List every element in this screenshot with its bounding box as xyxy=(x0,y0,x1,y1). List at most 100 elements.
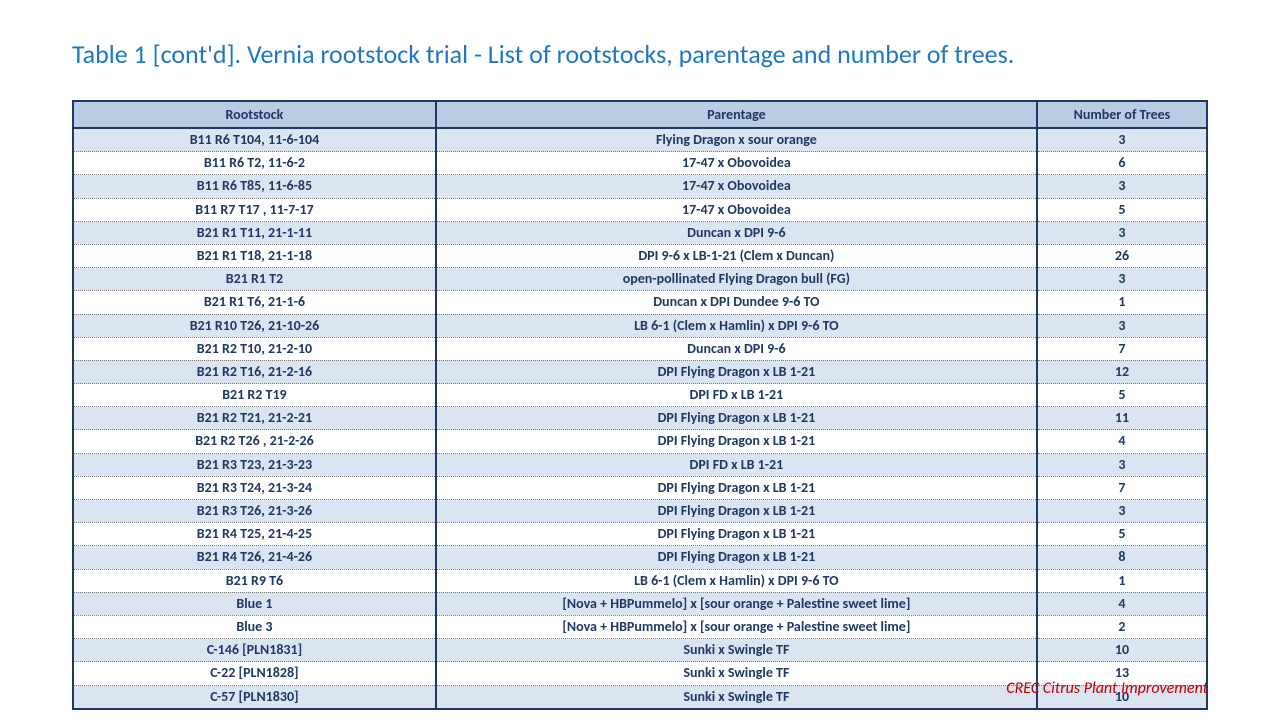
cell-trees: 1 xyxy=(1037,569,1207,592)
cell-rootstock: B21 R2 T10, 21-2-10 xyxy=(73,337,436,360)
cell-parentage: Sunki x Swingle TF xyxy=(436,685,1037,709)
table-row: B21 R2 T19DPI FD x LB 1-215 xyxy=(73,384,1207,407)
cell-parentage: 17-47 x Obovoidea xyxy=(436,175,1037,198)
cell-parentage: Duncan x DPI Dundee 9-6 TO xyxy=(436,291,1037,314)
table-row: B21 R2 T16, 21-2-16DPI Flying Dragon x L… xyxy=(73,360,1207,383)
cell-rootstock: B21 R3 T24, 21-3-24 xyxy=(73,476,436,499)
cell-trees: 3 xyxy=(1037,314,1207,337)
cell-trees: 3 xyxy=(1037,268,1207,291)
cell-trees: 1 xyxy=(1037,291,1207,314)
footer-credit: CREC Citrus Plant Improvement xyxy=(1006,679,1208,698)
cell-parentage: DPI Flying Dragon x LB 1-21 xyxy=(436,500,1037,523)
cell-rootstock: Blue 1 xyxy=(73,592,436,615)
cell-parentage: Sunki x Swingle TF xyxy=(436,639,1037,662)
cell-rootstock: B21 R4 T25, 21-4-25 xyxy=(73,523,436,546)
cell-trees: 5 xyxy=(1037,198,1207,221)
cell-parentage: DPI Flying Dragon x LB 1-21 xyxy=(436,523,1037,546)
table-row: B21 R1 T2open-pollinated Flying Dragon b… xyxy=(73,268,1207,291)
cell-trees: 4 xyxy=(1037,430,1207,453)
cell-parentage: Flying Dragon x sour orange xyxy=(436,128,1037,152)
cell-rootstock: B11 R6 T2, 11-6-2 xyxy=(73,152,436,175)
cell-trees: 10 xyxy=(1037,639,1207,662)
table-row: B21 R1 T6, 21-1-6Duncan x DPI Dundee 9-6… xyxy=(73,291,1207,314)
cell-rootstock: B21 R3 T23, 21-3-23 xyxy=(73,453,436,476)
cell-parentage: DPI FD x LB 1-21 xyxy=(436,384,1037,407)
cell-trees: 7 xyxy=(1037,337,1207,360)
cell-parentage: LB 6-1 (Clem x Hamlin) x DPI 9-6 TO xyxy=(436,314,1037,337)
table-row: B21 R2 T26 , 21-2-26DPI Flying Dragon x … xyxy=(73,430,1207,453)
table-row: B21 R10 T26, 21-10-26LB 6-1 (Clem x Haml… xyxy=(73,314,1207,337)
cell-parentage: DPI Flying Dragon x LB 1-21 xyxy=(436,476,1037,499)
cell-rootstock: B21 R1 T2 xyxy=(73,268,436,291)
cell-trees: 6 xyxy=(1037,152,1207,175)
table-row: B21 R1 T18, 21-1-18DPI 9-6 x LB-1-21 (Cl… xyxy=(73,244,1207,267)
cell-rootstock: B21 R2 T26 , 21-2-26 xyxy=(73,430,436,453)
cell-rootstock: B11 R7 T17 , 11-7-17 xyxy=(73,198,436,221)
cell-rootstock: B11 R6 T85, 11-6-85 xyxy=(73,175,436,198)
cell-rootstock: B21 R1 T18, 21-1-18 xyxy=(73,244,436,267)
cell-trees: 11 xyxy=(1037,407,1207,430)
cell-trees: 3 xyxy=(1037,221,1207,244)
cell-rootstock: B21 R10 T26, 21-10-26 xyxy=(73,314,436,337)
cell-parentage: Duncan x DPI 9-6 xyxy=(436,221,1037,244)
table-row: B21 R3 T23, 21-3-23DPI FD x LB 1-213 xyxy=(73,453,1207,476)
cell-rootstock: B21 R1 T6, 21-1-6 xyxy=(73,291,436,314)
table-row: B21 R4 T26, 21-4-26DPI Flying Dragon x L… xyxy=(73,546,1207,569)
table-row: B21 R4 T25, 21-4-25DPI Flying Dragon x L… xyxy=(73,523,1207,546)
cell-parentage: LB 6-1 (Clem x Hamlin) x DPI 9-6 TO xyxy=(436,569,1037,592)
cell-parentage: DPI Flying Dragon x LB 1-21 xyxy=(436,360,1037,383)
cell-parentage: Sunki x Swingle TF xyxy=(436,662,1037,685)
cell-trees: 3 xyxy=(1037,128,1207,152)
table-row: B21 R2 T10, 21-2-10Duncan x DPI 9-67 xyxy=(73,337,1207,360)
table-header-row: Rootstock Parentage Number of Trees xyxy=(73,101,1207,128)
cell-parentage: [Nova + HBPummelo] x [sour orange + Pale… xyxy=(436,615,1037,638)
table-row: B21 R1 T11, 21-1-11Duncan x DPI 9-63 xyxy=(73,221,1207,244)
table-row: Blue 1[Nova + HBPummelo] x [sour orange … xyxy=(73,592,1207,615)
cell-rootstock: B21 R2 T16, 21-2-16 xyxy=(73,360,436,383)
cell-trees: 8 xyxy=(1037,546,1207,569)
table-row: B21 R9 T6LB 6-1 (Clem x Hamlin) x DPI 9-… xyxy=(73,569,1207,592)
cell-rootstock: B21 R4 T26, 21-4-26 xyxy=(73,546,436,569)
cell-rootstock: B21 R3 T26, 21-3-26 xyxy=(73,500,436,523)
cell-rootstock: B21 R1 T11, 21-1-11 xyxy=(73,221,436,244)
cell-trees: 7 xyxy=(1037,476,1207,499)
cell-parentage: 17-47 x Obovoidea xyxy=(436,198,1037,221)
cell-rootstock: C-57 [PLN1830] xyxy=(73,685,436,709)
cell-trees: 3 xyxy=(1037,453,1207,476)
cell-rootstock: Blue 3 xyxy=(73,615,436,638)
cell-parentage: open-pollinated Flying Dragon bull (FG) xyxy=(436,268,1037,291)
cell-rootstock: C-146 [PLN1831] xyxy=(73,639,436,662)
cell-parentage: [Nova + HBPummelo] x [sour orange + Pale… xyxy=(436,592,1037,615)
table-row: B21 R3 T24, 21-3-24DPI Flying Dragon x L… xyxy=(73,476,1207,499)
cell-trees: 4 xyxy=(1037,592,1207,615)
table-row: B11 R6 T85, 11-6-8517-47 x Obovoidea3 xyxy=(73,175,1207,198)
col-header-trees: Number of Trees xyxy=(1037,101,1207,128)
cell-trees: 5 xyxy=(1037,384,1207,407)
page-title: Table 1 [cont'd]. Vernia rootstock trial… xyxy=(72,38,1208,70)
cell-rootstock: C-22 [PLN1828] xyxy=(73,662,436,685)
table-row: Blue 3[Nova + HBPummelo] x [sour orange … xyxy=(73,615,1207,638)
table-row: B21 R2 T21, 21-2-21DPI Flying Dragon x L… xyxy=(73,407,1207,430)
cell-parentage: DPI Flying Dragon x LB 1-21 xyxy=(436,407,1037,430)
cell-rootstock: B11 R6 T104, 11-6-104 xyxy=(73,128,436,152)
cell-trees: 5 xyxy=(1037,523,1207,546)
cell-trees: 3 xyxy=(1037,175,1207,198)
cell-rootstock: B21 R2 T21, 21-2-21 xyxy=(73,407,436,430)
rootstock-table: Rootstock Parentage Number of Trees B11 … xyxy=(72,100,1208,710)
cell-trees: 3 xyxy=(1037,500,1207,523)
cell-parentage: DPI 9-6 x LB-1-21 (Clem x Duncan) xyxy=(436,244,1037,267)
table-row: B11 R6 T104, 11-6-104Flying Dragon x sou… xyxy=(73,128,1207,152)
cell-trees: 2 xyxy=(1037,615,1207,638)
table-row: B11 R7 T17 , 11-7-1717-47 x Obovoidea5 xyxy=(73,198,1207,221)
cell-rootstock: B21 R9 T6 xyxy=(73,569,436,592)
col-header-parentage: Parentage xyxy=(436,101,1037,128)
cell-parentage: 17-47 x Obovoidea xyxy=(436,152,1037,175)
cell-parentage: DPI FD x LB 1-21 xyxy=(436,453,1037,476)
table-row: B21 R3 T26, 21-3-26DPI Flying Dragon x L… xyxy=(73,500,1207,523)
cell-rootstock: B21 R2 T19 xyxy=(73,384,436,407)
cell-parentage: Duncan x DPI 9-6 xyxy=(436,337,1037,360)
col-header-rootstock: Rootstock xyxy=(73,101,436,128)
cell-trees: 12 xyxy=(1037,360,1207,383)
cell-trees: 26 xyxy=(1037,244,1207,267)
table-row: C-146 [PLN1831]Sunki x Swingle TF10 xyxy=(73,639,1207,662)
